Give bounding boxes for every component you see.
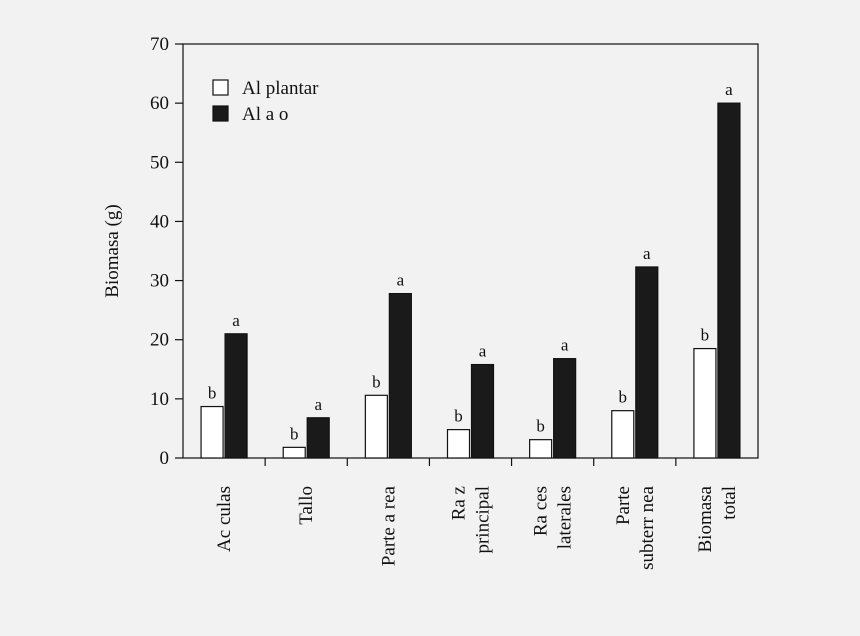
x-axis xyxy=(264,458,677,466)
y-axis: 0 10 20 30 40 50 60 70 xyxy=(150,34,183,469)
x-category-label: principal xyxy=(473,486,494,554)
significance-label: a xyxy=(397,271,405,290)
x-category-label: Ac culas xyxy=(214,486,235,552)
plot-frame xyxy=(182,43,759,459)
significance-label: a xyxy=(561,336,569,355)
y-axis-title: Biomasa (g) xyxy=(102,204,123,297)
legend-label: Al a o xyxy=(242,104,288,125)
significance-label: b xyxy=(290,424,299,443)
bar xyxy=(693,347,717,459)
legend-label: Al plantar xyxy=(242,78,319,99)
significance-label: a xyxy=(643,244,651,263)
significance-label: a xyxy=(232,311,240,330)
significance-label: b xyxy=(536,417,545,436)
significance-label: a xyxy=(314,395,322,414)
category-labels: Ac culas Tallo Parte a rea Ra z principal Ra … xyxy=(214,485,740,569)
x-category-label: subterr nea xyxy=(637,485,658,569)
bar xyxy=(364,394,388,459)
bar xyxy=(529,439,553,459)
legend-swatch xyxy=(212,105,229,122)
significance-label: b xyxy=(619,388,628,407)
significance-label: b xyxy=(372,372,381,391)
legend-swatch xyxy=(212,79,229,96)
y-tick-label: 60 xyxy=(150,93,169,114)
significance-label: b xyxy=(701,326,710,345)
y-tick-label: 20 xyxy=(150,330,169,351)
x-category-label: Biomasa xyxy=(695,485,716,552)
x-category-label: total xyxy=(719,486,740,520)
y-tick-label: 70 xyxy=(150,34,169,55)
bar xyxy=(200,405,224,459)
y-tick-label: 30 xyxy=(150,271,169,292)
y-tick-label: 50 xyxy=(150,152,169,173)
x-category-label: Ra z xyxy=(449,486,470,520)
bar xyxy=(470,363,495,459)
bars xyxy=(200,102,741,459)
x-category-label: Parte a rea xyxy=(378,485,399,566)
x-category-label: Parte xyxy=(613,486,634,525)
bar xyxy=(717,102,741,459)
x-category-label: Tallo xyxy=(296,486,317,525)
bar xyxy=(388,292,412,459)
significance-label: a xyxy=(725,80,733,99)
bar xyxy=(635,266,659,459)
bar xyxy=(224,333,248,459)
legend: Al plantar Al a o xyxy=(212,78,319,125)
bar xyxy=(282,446,306,459)
y-tick-label: 0 xyxy=(160,448,170,469)
x-category-label: Ra ces xyxy=(531,486,552,536)
y-tick-label: 40 xyxy=(150,211,169,232)
significance-label: b xyxy=(454,407,463,426)
y-tick-label: 10 xyxy=(150,389,169,410)
significance-label: a xyxy=(479,342,487,361)
bar xyxy=(446,429,471,459)
bar xyxy=(611,410,635,459)
bar xyxy=(306,417,330,459)
bar xyxy=(553,358,577,459)
x-category-label: laterales xyxy=(555,486,576,549)
significance-label: b xyxy=(208,384,217,403)
